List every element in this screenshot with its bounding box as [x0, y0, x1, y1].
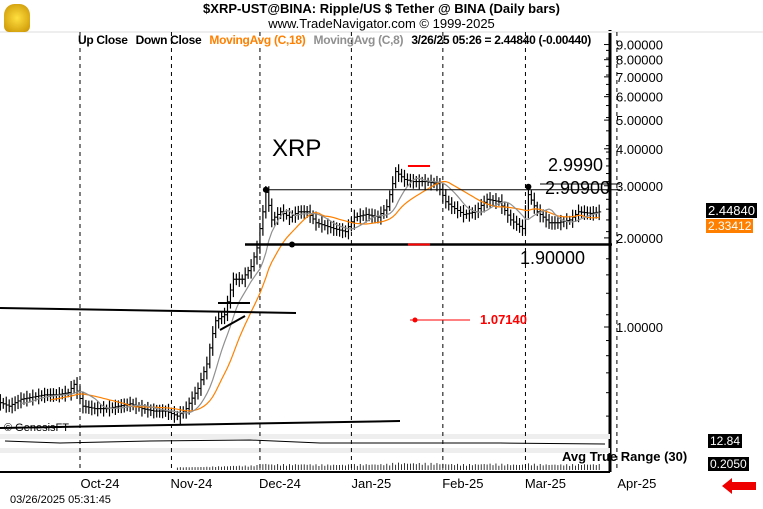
mid-pane-line [4, 439, 606, 445]
y-tick-label: 2.00000 [616, 231, 663, 246]
atr-value: 0.2050 [708, 457, 749, 471]
resistance2-label: 2.9990 [548, 155, 604, 175]
y-tick-label: 9.00000 [616, 38, 663, 53]
x-tick-label: Jan-25 [352, 476, 392, 491]
y-tick-label: 7.00000 [616, 70, 663, 85]
ma18-value: 2.33412 [706, 219, 754, 233]
resistance-label: 2.90900 [545, 178, 611, 198]
mid-pane-value: 12.84 [708, 434, 743, 448]
symbol-label: XRP [272, 135, 322, 162]
y-tick-label: 5.00000 [616, 113, 663, 128]
pattern-line [219, 315, 246, 331]
pane-divider [0, 434, 610, 439]
legend: Up Close Down Close MovingAvg (C,18) Mov… [78, 33, 596, 47]
x-tick-label: Nov-24 [170, 476, 212, 491]
scroll-left-arrow-tail[interactable] [732, 482, 756, 490]
y-tick-label: 8.00000 [616, 53, 663, 68]
x-tick-label: Apr-25 [617, 476, 656, 491]
ma18-line [50, 181, 600, 412]
marker-dot [412, 317, 418, 323]
chart-subtitle: www.TradeNavigator.com © 1999-2025 [268, 16, 495, 31]
resistance-dot [262, 186, 269, 193]
x-tick-label: Feb-25 [442, 476, 483, 491]
x-tick-label: Oct-24 [80, 476, 119, 491]
y-tick-label: 3.00000 [616, 179, 663, 194]
y-tick-label: 6.00000 [616, 90, 663, 105]
legend-down-close: Down Close [135, 33, 202, 47]
support-dot [289, 241, 295, 248]
scroll-left-arrow-icon[interactable] [722, 478, 732, 494]
resistance-dot [525, 183, 532, 190]
last-price-value: 2.44840 [706, 203, 757, 218]
legend-ma8: MovingAvg (C,8) [313, 33, 404, 47]
trendline [0, 420, 401, 429]
legend-up-close: Up Close [78, 33, 128, 47]
x-tick-label: Mar-25 [525, 476, 566, 491]
legend-ma18: MovingAvg (C,18) [209, 33, 306, 47]
ma8-line [20, 177, 600, 414]
y-tick-label: 1.00000 [616, 320, 663, 335]
atr-label: Avg True Range (30) [562, 449, 688, 464]
marker-label: 1.07140 [480, 312, 527, 327]
logo-icon [4, 4, 30, 32]
chart-title: $XRP-UST@BINA: Ripple/US $ Tether @ BINA… [203, 1, 560, 16]
x-tick-label: Dec-24 [259, 476, 301, 491]
y-tick-label: 4.00000 [616, 142, 663, 157]
support-label: 1.90000 [520, 248, 586, 268]
copyright-label: © GenesisFT [4, 422, 69, 434]
legend-quote: 3/26/25 05:26 = 2.44840 (-0.00440) [411, 33, 591, 47]
timestamp: 03/26/2025 05:31:45 [10, 494, 111, 506]
pane-divider [0, 448, 610, 453]
trendline [0, 307, 297, 314]
